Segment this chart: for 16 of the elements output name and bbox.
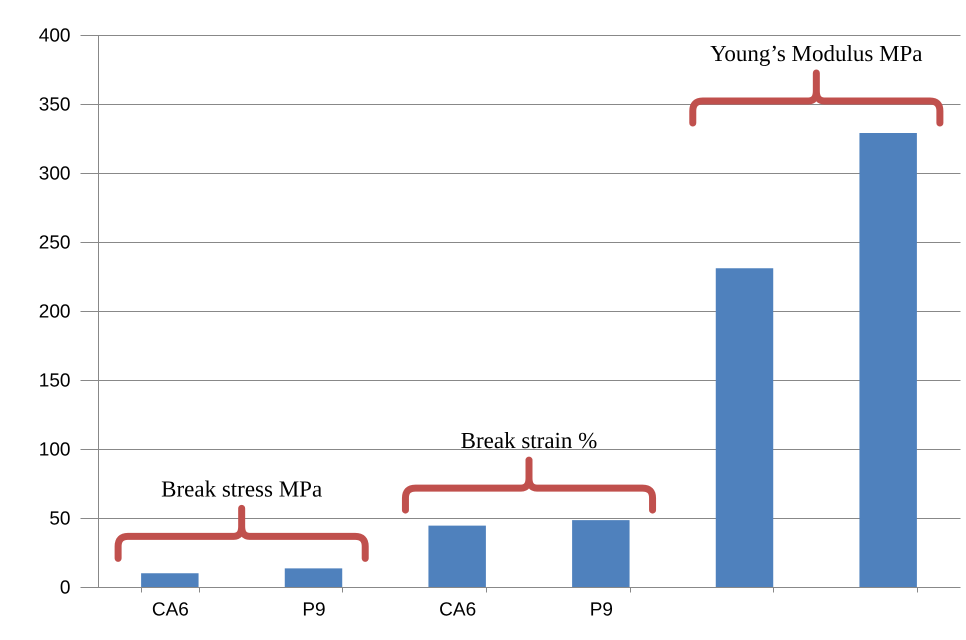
y-tick-label: 200 (38, 302, 70, 322)
x-tick-label: CA6 (439, 600, 476, 620)
annotation: Break strain % (460, 428, 598, 454)
y-tick-label: 150 (38, 370, 70, 392)
x-tick-label: P9 (590, 600, 613, 620)
annotation: Break stress MPa (161, 476, 322, 502)
y-tick-label: 250 (38, 232, 70, 254)
y-tick-label: 350 (38, 94, 70, 116)
y-tick-label: 100 (38, 440, 70, 460)
x-tick-label: P9 (302, 600, 326, 620)
y-tick-label: 300 (38, 164, 70, 184)
y-tick-label: 50 (49, 508, 70, 530)
x-tick-label: CA6 (152, 600, 189, 620)
y-tick-label: 400 (38, 26, 70, 46)
y-tick-label: 0 (60, 578, 70, 598)
annotation: Young’s Modulus MPa (710, 40, 923, 66)
